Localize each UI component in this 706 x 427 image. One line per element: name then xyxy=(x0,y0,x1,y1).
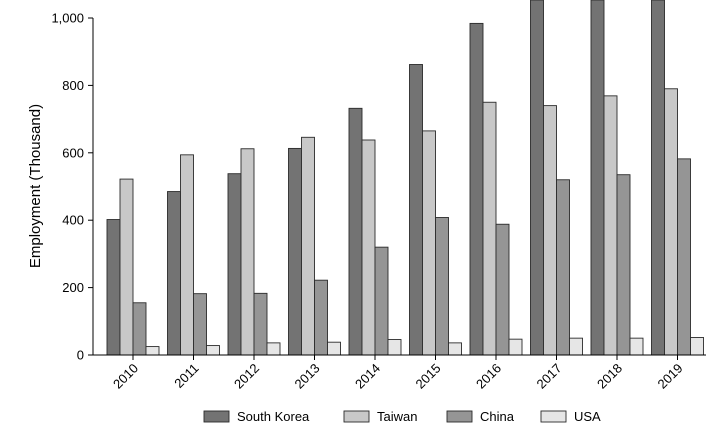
bar-usa-2017 xyxy=(569,337,583,356)
bar-china-2010 xyxy=(132,302,147,356)
legend-label-china: China xyxy=(480,409,515,424)
bar-usa-2015 xyxy=(448,342,462,356)
legend-label-taiwan: Taiwan xyxy=(377,409,417,424)
bar-china-2011 xyxy=(193,293,207,356)
bar-usa-2014 xyxy=(387,339,402,356)
bar-south-korea-2011 xyxy=(167,191,181,356)
bar-usa-2019 xyxy=(690,337,704,356)
x-tick-label: 2015 xyxy=(413,361,444,392)
y-axis-label: Employment (Thousand) xyxy=(27,104,44,268)
bar-china-2015 xyxy=(435,217,449,356)
bars-layer xyxy=(106,0,704,356)
bar-south-korea-2016 xyxy=(469,22,484,356)
x-tick-label: 2016 xyxy=(473,361,504,392)
bar-usa-2012 xyxy=(266,342,281,356)
bar-taiwan-2014 xyxy=(361,139,376,356)
bar-south-korea-2010 xyxy=(106,219,121,356)
x-tick-label: 2012 xyxy=(231,361,262,392)
legend-swatch-china xyxy=(446,410,473,423)
bar-south-korea-2013 xyxy=(288,147,302,356)
legend-swatch-usa xyxy=(540,410,567,423)
bar-china-2018 xyxy=(616,174,631,356)
bar-south-korea-2017 xyxy=(530,0,544,356)
y-tick-label: 600 xyxy=(62,145,84,160)
bar-taiwan-2017 xyxy=(543,105,557,356)
bar-taiwan-2012 xyxy=(240,148,255,356)
x-tick-label: 2014 xyxy=(352,361,383,392)
bar-south-korea-2012 xyxy=(227,173,242,356)
y-axis: 0 200 400 600 800 1,000 xyxy=(51,11,94,363)
bar-taiwan-2016 xyxy=(482,101,497,356)
legend: South Korea Taiwan China USA xyxy=(203,409,601,424)
bar-taiwan-2010 xyxy=(119,178,134,356)
x-axis: 2010 2011 2012 2013 2014 2015 2016 2017 2018 2019 xyxy=(93,354,706,392)
bar-taiwan-2019 xyxy=(664,88,678,356)
bar-usa-2013 xyxy=(327,341,341,356)
x-tick-label: 2019 xyxy=(655,361,686,392)
x-tick-label: 2018 xyxy=(594,361,625,392)
y-tick-label: 0 xyxy=(77,348,84,363)
bar-south-korea-2015 xyxy=(409,64,423,356)
y-tick-label: 1,000 xyxy=(51,11,84,26)
legend-swatch-taiwan xyxy=(343,410,370,423)
x-tick-label: 2010 xyxy=(110,361,141,392)
bar-taiwan-2018 xyxy=(603,95,618,356)
bar-usa-2011 xyxy=(206,345,220,356)
bar-china-2019 xyxy=(677,158,691,356)
y-tick-label: 800 xyxy=(62,78,84,93)
bar-taiwan-2013 xyxy=(301,136,315,356)
bar-usa-2018 xyxy=(629,337,644,356)
bar-south-korea-2014 xyxy=(348,107,363,356)
bar-china-2012 xyxy=(253,292,268,356)
bar-taiwan-2011 xyxy=(180,154,194,356)
bar-taiwan-2015 xyxy=(422,130,436,356)
x-tick-label: 2017 xyxy=(534,361,565,392)
bar-usa-2016 xyxy=(508,338,523,356)
y-tick-label: 400 xyxy=(62,213,84,228)
bar-china-2013 xyxy=(314,279,328,356)
legend-label-south-korea: South Korea xyxy=(237,409,310,424)
bar-china-2017 xyxy=(556,179,570,356)
x-tick-label: 2013 xyxy=(292,361,323,392)
bar-south-korea-2018 xyxy=(590,0,605,356)
legend-swatch-south-korea xyxy=(203,410,230,423)
x-tick-label: 2011 xyxy=(171,361,201,391)
bar-china-2016 xyxy=(495,223,510,356)
legend-label-usa: USA xyxy=(574,409,601,424)
bar-south-korea-2019 xyxy=(651,0,665,356)
bar-usa-2010 xyxy=(145,346,160,356)
y-tick-label: 200 xyxy=(62,280,84,295)
bar-china-2014 xyxy=(374,246,389,356)
